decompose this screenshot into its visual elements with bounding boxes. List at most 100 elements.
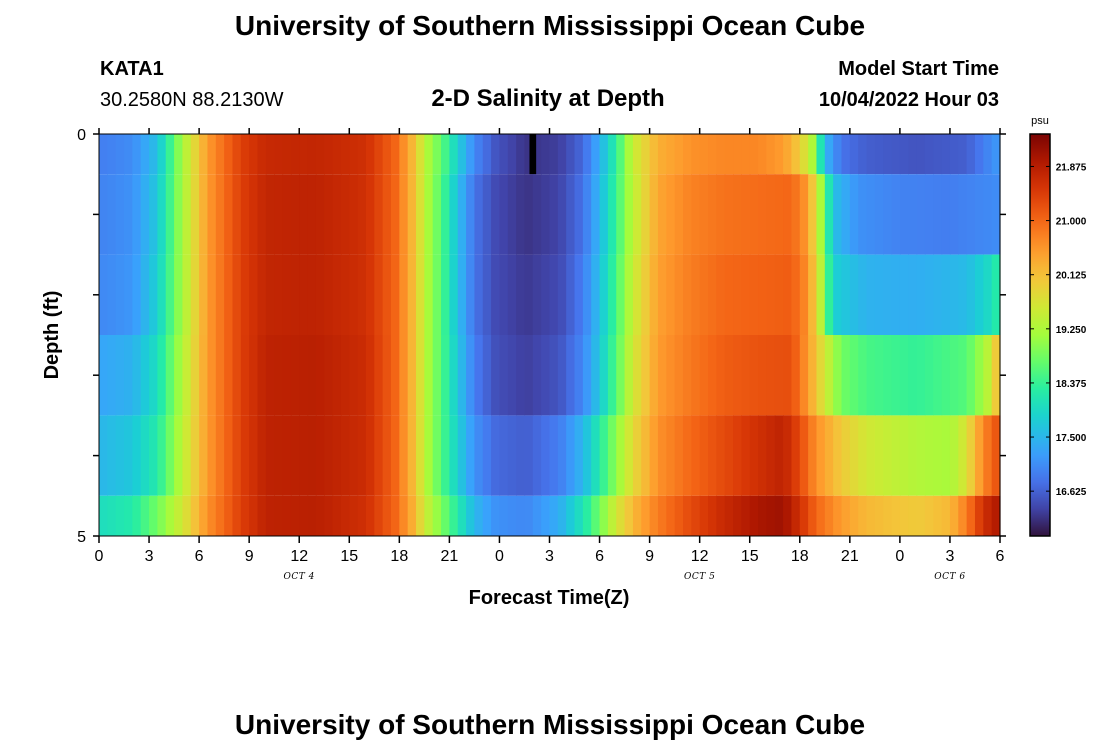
heatmap-cell <box>432 134 442 175</box>
heatmap-cell <box>340 335 350 416</box>
y-tick-label: 0 <box>77 127 86 144</box>
heatmap-cell <box>365 254 375 335</box>
heatmap-cell <box>332 415 342 496</box>
heatmap-cell <box>482 134 492 175</box>
colorbar-tick-label: 18.375 <box>1056 379 1087 390</box>
heatmap-cell <box>916 495 926 536</box>
heatmap-cell <box>599 174 609 255</box>
heatmap-cell <box>766 495 776 536</box>
heatmap-cell <box>466 134 476 175</box>
heatmap-cell <box>290 174 300 255</box>
heatmap-cell <box>274 134 284 175</box>
heatmap-cell <box>924 134 934 175</box>
heatmap-cell <box>532 254 542 335</box>
heatmap-cell <box>983 495 993 536</box>
heatmap-cell <box>708 495 717 536</box>
heatmap-cell <box>349 254 359 335</box>
heatmap-cell <box>457 254 467 335</box>
x-axis-title: Forecast Time(Z) <box>469 587 630 609</box>
heatmap-cell <box>215 254 225 335</box>
heatmap-cell <box>908 335 918 416</box>
heatmap-cell <box>899 335 909 416</box>
heatmap-cell <box>249 134 259 175</box>
heatmap-cell <box>958 495 968 536</box>
heatmap-cell <box>899 174 909 255</box>
heatmap-cell <box>716 335 726 416</box>
heatmap-cell <box>382 254 392 335</box>
heatmap-cell <box>315 335 325 416</box>
heatmap-cell <box>99 335 108 416</box>
heatmap-cell <box>749 415 759 496</box>
heatmap-cell <box>674 254 684 335</box>
heatmap-cell <box>799 495 809 536</box>
heatmap-cell <box>474 174 484 255</box>
heatmap-cell <box>140 495 150 536</box>
heatmap-cell <box>758 495 767 536</box>
heatmap-cell <box>157 174 167 255</box>
heatmap-cell <box>441 495 450 536</box>
date-label: OCT 5 <box>684 572 715 582</box>
heatmap-cell <box>140 335 150 416</box>
heatmap-cell <box>332 174 342 255</box>
heatmap-cell <box>124 335 133 416</box>
heatmap-cell <box>407 134 417 175</box>
heatmap-cell <box>983 174 993 255</box>
heatmap-cell <box>891 495 901 536</box>
heatmap-cell <box>132 174 142 255</box>
heatmap-cell <box>749 174 759 255</box>
heatmap-cell <box>799 254 809 335</box>
heatmap-cell <box>165 495 175 536</box>
heatmap-cell <box>891 254 901 335</box>
heatmap-cell <box>791 335 801 416</box>
heatmap-cell <box>891 134 901 175</box>
x-tick-label: 0 <box>95 548 104 565</box>
heatmap-cell <box>374 415 384 496</box>
heatmap-cell <box>132 134 142 175</box>
heatmap-cell <box>432 495 442 536</box>
colorbar-tick-label: 17.500 <box>1056 433 1087 444</box>
heatmap-cell <box>716 254 726 335</box>
heatmap-cell <box>649 174 659 255</box>
heatmap-cell <box>582 415 592 496</box>
heatmap-cell <box>607 415 617 496</box>
heatmap-cell <box>149 335 158 416</box>
heatmap-cell <box>424 254 434 335</box>
heatmap-cell <box>107 174 117 255</box>
heatmap-cell <box>616 495 626 536</box>
heatmap-cell <box>499 134 509 175</box>
heatmap-cell <box>332 134 342 175</box>
heatmap-cell <box>774 495 784 536</box>
heatmap-cell <box>591 415 601 496</box>
heatmap-cell <box>858 335 868 416</box>
heatmap-cell <box>416 335 425 416</box>
heatmap-cell <box>349 495 359 536</box>
heatmap-cell <box>107 134 117 175</box>
heatmap-cell <box>182 335 192 416</box>
heatmap-cell <box>290 495 300 536</box>
heatmap-cell <box>99 415 108 496</box>
heatmap-cell <box>682 335 692 416</box>
heatmap-cell <box>691 174 701 255</box>
heatmap-cell <box>632 335 642 416</box>
heatmap-cell <box>774 335 784 416</box>
heatmap-cell <box>833 415 843 496</box>
heatmap-cell <box>682 174 692 255</box>
heatmap-cell <box>866 254 876 335</box>
heatmap-cell <box>616 335 626 416</box>
heatmap-cell <box>641 254 651 335</box>
heatmap-cell <box>991 174 1001 255</box>
heatmap-cell <box>949 174 959 255</box>
heatmap-cell <box>524 335 534 416</box>
heatmap-cell <box>808 174 818 255</box>
heatmap-cell <box>265 335 275 416</box>
heatmap-cell <box>441 254 450 335</box>
heatmap-cell <box>582 134 592 175</box>
heatmap-cell <box>949 415 959 496</box>
heatmap-cell <box>599 134 609 175</box>
heatmap-cell <box>232 174 242 255</box>
heatmap-cell <box>482 254 492 335</box>
heatmap-cell <box>833 335 843 416</box>
heatmap-cell <box>924 415 934 496</box>
heatmap-cell <box>816 134 826 175</box>
heatmap-cell <box>507 174 517 255</box>
